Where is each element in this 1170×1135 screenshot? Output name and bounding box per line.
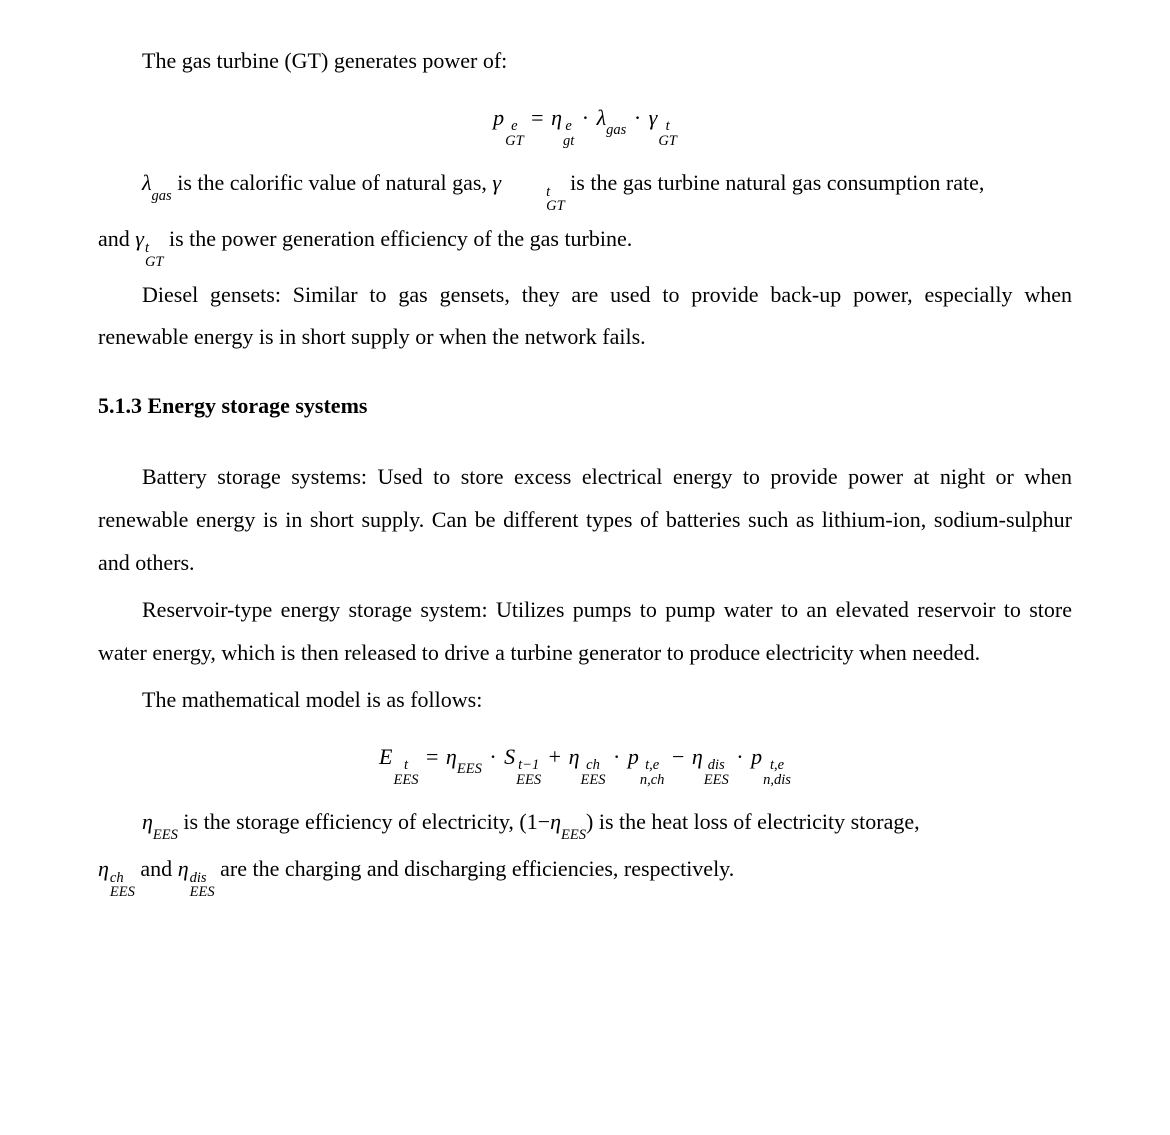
op-cdot: · bbox=[632, 105, 643, 130]
sup-e: e bbox=[505, 119, 524, 134]
sym-eta-ees: ηEES bbox=[142, 809, 178, 834]
sym-eta-ees-dis: ηdisEES bbox=[178, 856, 215, 881]
text-seg: is the gas turbine natural gas consumpti… bbox=[565, 170, 985, 195]
section-heading-ess: 5.1.3 Energy storage systems bbox=[98, 385, 1072, 428]
text-seg: is the power generation efficiency of th… bbox=[164, 226, 633, 251]
sym-gamma: γ bbox=[649, 105, 658, 130]
op-eq: = bbox=[529, 105, 545, 130]
reservoir-storage-paragraph: Reservoir-type energy storage system: Ut… bbox=[98, 589, 1072, 675]
gt-symbols-paragraph-2: and γtGT is the power generation efficie… bbox=[98, 218, 1072, 270]
eq2-lhs: EtEES bbox=[379, 744, 424, 769]
eq1-lhs: peGT bbox=[493, 105, 529, 130]
op-eq: = bbox=[424, 744, 440, 769]
ees-symbols-paragraph-2: ηchEES and ηdisEES are the charging and … bbox=[98, 848, 1072, 900]
battery-storage-paragraph: Battery storage systems: Used to store e… bbox=[98, 456, 1072, 585]
sym-gamma-gt: γtGT bbox=[135, 226, 163, 251]
eq1-rhs: ηegt · λgas · γtGT bbox=[551, 105, 677, 130]
gt-symbols-paragraph-1: λgas is the calorific value of natural g… bbox=[98, 162, 1072, 214]
sym-eta: η bbox=[551, 105, 562, 130]
text-seg: are the charging and discharging efficie… bbox=[215, 856, 735, 881]
op-cdot: · bbox=[580, 105, 591, 130]
equation-gt-power: peGT = ηegt · λgas · γtGT bbox=[98, 97, 1072, 149]
sym-lambda-gas: λgas bbox=[142, 170, 172, 195]
model-intro-paragraph: The mathematical model is as follows: bbox=[98, 679, 1072, 722]
diesel-gensets-paragraph: Diesel gensets: Similar to gas gensets, … bbox=[98, 274, 1072, 360]
gt-intro-paragraph: The gas turbine (GT) generates power of: bbox=[98, 40, 1072, 83]
text-seg: is the calorific value of natural gas, bbox=[172, 170, 493, 195]
eq2-rhs: ηEES · St−1EES + ηchEES · pt,en,ch − ηdi… bbox=[446, 744, 791, 769]
sym-lambda: λ bbox=[597, 105, 607, 130]
sub-gt: GT bbox=[505, 134, 524, 149]
paren-open: (1− bbox=[519, 809, 550, 834]
sym-p: p bbox=[493, 105, 504, 130]
text-seg: and bbox=[135, 856, 178, 881]
sym-eta-ees: ηEES bbox=[550, 809, 586, 834]
text-seg: is the storage efficiency of electricity… bbox=[178, 809, 519, 834]
equation-ees-energy: EtEES = ηEES · St−1EES + ηchEES · pt,en,… bbox=[98, 736, 1072, 788]
sym-eta-ees-ch: ηchEES bbox=[98, 856, 135, 881]
text-seg: is the heat loss of electricity storage, bbox=[593, 809, 919, 834]
text-seg: and bbox=[98, 226, 135, 251]
sym-gamma-gt: γtGT bbox=[492, 170, 564, 195]
ees-symbols-paragraph-1: ηEES is the storage efficiency of electr… bbox=[98, 801, 1072, 844]
